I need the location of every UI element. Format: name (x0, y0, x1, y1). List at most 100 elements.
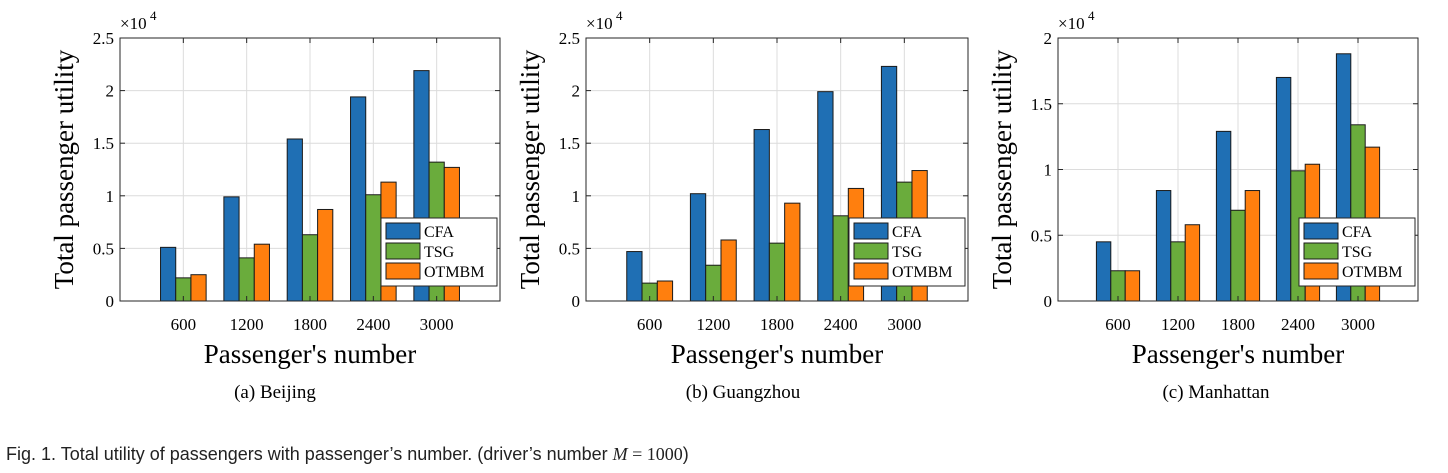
bar-cfa-2400 (350, 96, 367, 302)
bar-cfa-1200 (223, 196, 240, 302)
bar-otmbm-1200 (253, 243, 270, 302)
y-tick-label: 0 (572, 292, 581, 311)
y-axis-label: Total passenger utility (987, 49, 1017, 289)
bar-tsg-1200 (238, 257, 255, 302)
y-tick-label: 2 (1044, 29, 1053, 48)
bar-cfa-1800 (753, 129, 770, 302)
bar-cfa-1800 (1215, 130, 1232, 302)
x-tick-label-600: 600 (1105, 315, 1131, 334)
x-tick-label-3000: 3000 (420, 315, 454, 334)
y-tick-label: 1.5 (1031, 95, 1052, 114)
legend-swatch-cfa (385, 222, 421, 240)
x-tick-label-1200: 1200 (696, 315, 730, 334)
x-tick-label-1800: 1800 (293, 315, 327, 334)
legend-swatch-cfa (853, 222, 889, 240)
legend-label-otmbm: OTMBM (892, 264, 952, 281)
legend-swatch-tsg (853, 242, 889, 260)
bar-tsg-1800 (768, 242, 786, 302)
subcaption-guangzhou: (b) Guangzhou (685, 382, 801, 403)
bar-cfa-2400 (817, 91, 834, 302)
x-tick-label-3000: 3000 (887, 315, 921, 334)
legend-label-otmbm: OTMBM (1342, 264, 1402, 281)
chart-beijing: 0 0.5 1 1.5 2 2.5 600 1200 1800 2400 3000 ×10 4 Passe… (49, 8, 501, 369)
x-axis-label: Passenger's number (204, 339, 417, 369)
bar-otmbm-600 (1124, 270, 1141, 302)
legend-label-tsg: TSG (892, 244, 923, 261)
legend-swatch-tsg (1303, 242, 1339, 260)
bar-otmbm-1800 (317, 208, 334, 302)
y-exponent-power: 4 (150, 8, 157, 23)
y-exponent-label: ×10 (120, 14, 147, 33)
y-tick-label: 1.5 (559, 134, 580, 153)
y-tick-label: 0.5 (559, 239, 580, 258)
bar-cfa-600 (160, 246, 177, 302)
bar-otmbm-1800 (1244, 190, 1261, 302)
x-axis-label: Passenger's number (1132, 339, 1345, 369)
panel-guangzhou: 0 0.5 1 1.5 2 2.5 600 1200 1800 2400 3000 ×10 4 Passe… (468, 0, 969, 420)
y-exponent-power: 4 (616, 8, 623, 23)
legend-swatch-otmbm (853, 262, 889, 280)
x-tick-label-1200: 1200 (1161, 315, 1195, 334)
y-tick-label: 2.5 (559, 29, 580, 48)
x-tick-label-1200: 1200 (230, 315, 264, 334)
y-tick-label: 0 (1044, 292, 1053, 311)
figure-caption-suffix: ) (682, 444, 689, 464)
bar-cfa-1200 (689, 193, 707, 302)
x-tick-label-2400: 2400 (824, 315, 858, 334)
bar-cfa-1200 (1155, 190, 1172, 302)
bar-tsg-2400 (832, 215, 849, 302)
panel-manhattan: 0 0.5 1 1.5 2 600 1200 1800 2400 3000 ×10 4 Passenge… (938, 0, 1419, 420)
legend-swatch-otmbm (385, 262, 421, 280)
y-tick-label: 1 (572, 187, 581, 206)
legend-label-cfa: CFA (892, 224, 922, 241)
y-tick-label: 1.5 (93, 134, 114, 153)
bar-cfa-1800 (286, 138, 303, 302)
x-tick-label-3000: 3000 (1341, 315, 1375, 334)
bar-otmbm-1200 (1184, 224, 1201, 302)
chart-manhattan: 0 0.5 1 1.5 2 600 1200 1800 2400 3000 ×10 4 Passenge… (987, 8, 1419, 369)
subcaption-manhattan: (c) Manhattan (1162, 382, 1270, 403)
bar-cfa-600 (1095, 241, 1112, 302)
legend-swatch-tsg (385, 242, 421, 260)
y-tick-label: 0 (106, 292, 115, 311)
legend-label-otmbm: OTMBM (424, 264, 484, 281)
y-tick-label: 0.5 (93, 239, 114, 258)
bar-otmbm-1200 (720, 239, 737, 302)
y-tick-label: 2 (106, 82, 115, 101)
legend-label-cfa: CFA (424, 224, 454, 241)
y-tick-label: 1 (1044, 161, 1053, 180)
bar-otmbm-1800 (784, 202, 801, 302)
bar-cfa-600 (626, 251, 643, 302)
x-tick-label-2400: 2400 (1281, 315, 1315, 334)
legend-label-tsg: TSG (424, 244, 455, 261)
y-tick-label: 0.5 (1031, 226, 1052, 245)
y-axis-label: Total passenger utility (515, 49, 545, 289)
figure-caption-math-rest: = 1000 (627, 444, 683, 464)
y-exponent-power: 4 (1088, 8, 1095, 23)
y-tick-label: 2.5 (93, 29, 114, 48)
bar-tsg-2400 (365, 194, 382, 302)
legend-label-tsg: TSG (1342, 244, 1373, 261)
bar-cfa-2400 (1275, 76, 1292, 302)
x-tick-label-600: 600 (171, 315, 197, 334)
x-tick-label-1800: 1800 (1221, 315, 1255, 334)
x-axis-label: Passenger's number (671, 339, 884, 369)
x-tick-label-600: 600 (637, 315, 663, 334)
subcaption-beijing: (a) Beijing (234, 382, 316, 403)
bar-tsg-1200 (705, 264, 722, 302)
bar-tsg-1200 (1170, 241, 1186, 302)
y-tick-label: 1 (106, 187, 115, 206)
y-tick-label: 2 (572, 82, 581, 101)
chart-guangzhou: 0 0.5 1 1.5 2 2.5 600 1200 1800 2400 3000 ×10 4 Passe… (515, 8, 969, 369)
y-exponent-label: ×10 (586, 14, 613, 33)
legend-swatch-otmbm (1303, 262, 1339, 280)
y-axis-label: Total passenger utility (49, 49, 79, 289)
x-tick-label-2400: 2400 (356, 315, 390, 334)
figure-caption-math-var: M (612, 444, 628, 464)
legend-label-cfa: CFA (1342, 224, 1372, 241)
panel-beijing: 0 0.5 1 1.5 2 2.5 600 1200 1800 2400 3000 ×10 4 Passe… (0, 0, 501, 420)
bar-otmbm-600 (190, 274, 207, 302)
bar-otmbm-600 (656, 280, 674, 302)
y-exponent-label: ×10 (1058, 14, 1085, 33)
